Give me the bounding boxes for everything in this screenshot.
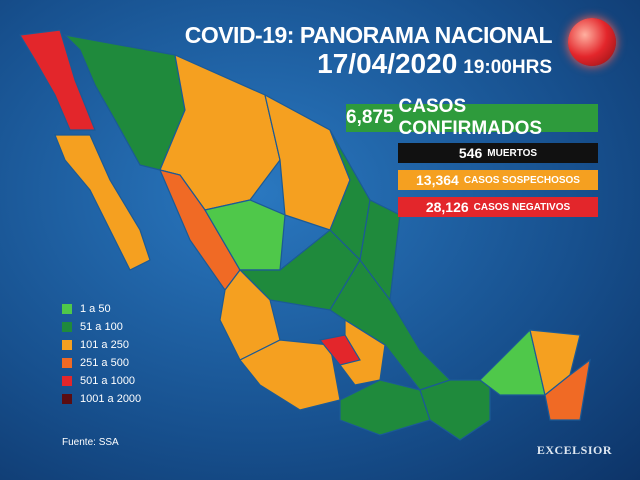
legend-label: 251 a 500: [80, 357, 129, 369]
legend-label: 1 a 50: [80, 303, 111, 315]
brand: EXCELSIOR: [536, 443, 612, 457]
state: [419, 379, 491, 441]
stat-box: 13,364 CASOS SOSPECHOSOS: [398, 170, 598, 190]
stat-number: 6,875: [346, 107, 394, 128]
stat-box: 28,126 CASOS NEGATIVOS: [398, 197, 598, 217]
legend-label: 1001 a 2000: [80, 393, 142, 405]
stat-box: 546 MUERTOS: [398, 143, 598, 163]
stat-label: CASOS SOSPECHOSOS: [463, 174, 580, 186]
stat-number: 546: [458, 145, 483, 161]
stat-label: CASOS NEGATIVOS: [473, 201, 571, 213]
legend: 1 a 50 51 a 100 101 a 250 251 a 500 501 a 10…: [62, 300, 141, 408]
legend-swatch: [62, 340, 72, 350]
date: 17/04/2020: [317, 48, 458, 79]
legend-swatch: [62, 376, 72, 386]
legend-swatch: [62, 394, 72, 404]
globe-icon: [568, 18, 616, 66]
legend-swatch: [62, 322, 72, 332]
state: [544, 358, 591, 421]
state: [204, 199, 286, 271]
state: [19, 29, 96, 131]
stat-number: 13,364: [416, 172, 459, 188]
stat-label: CASOS CONFIRMADOS: [398, 96, 543, 139]
legend-swatch: [62, 304, 72, 314]
stat-label: MUERTOS: [487, 147, 538, 159]
legend-label: 501 a 1000: [80, 375, 136, 387]
legend-item: 1 a 50: [62, 300, 141, 318]
dateline: 17/04/2020 19:00HRS: [317, 48, 552, 80]
legend-swatch: [62, 358, 72, 368]
legend-item: 101 a 250: [62, 336, 141, 354]
legend-item: 1001 a 2000: [62, 390, 141, 408]
legend-item: 51 a 100: [62, 318, 141, 336]
state: [318, 334, 361, 366]
legend-item: 251 a 500: [62, 354, 141, 372]
state: [339, 379, 431, 436]
title: COVID-19: PANORAMA NACIONAL: [184, 22, 553, 48]
time: 19:00HRS: [463, 57, 552, 78]
legend-label: 51 a 100: [80, 321, 123, 333]
source: Fuente: SSA: [62, 437, 119, 448]
legend-item: 501 a 1000: [62, 372, 141, 390]
legend-label: 101 a 250: [80, 339, 129, 351]
state: [54, 134, 151, 271]
stat-box: 6,875 CASOS CONFIRMADOS: [346, 96, 598, 139]
stat-number: 28,126: [425, 199, 469, 215]
